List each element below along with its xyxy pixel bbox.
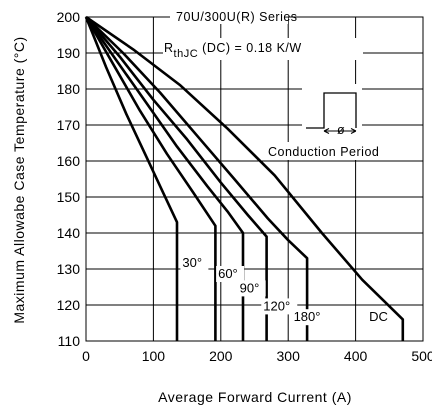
x-tick-label-0: 0: [82, 348, 90, 364]
series-label-90-deg: 90°: [240, 280, 260, 295]
y-tick-label-170: 170: [57, 117, 81, 133]
series-label-bg-120-deg: [261, 298, 298, 315]
y-tick-label-180: 180: [57, 81, 81, 97]
y-tick-label-160: 160: [57, 153, 81, 169]
series-curve-dc: [85, 15, 405, 341]
rth-prefix: R: [164, 41, 174, 55]
series-label-30-deg: 30°: [182, 255, 202, 270]
inset-bg: [302, 84, 362, 142]
series-title-bg: [170, 8, 288, 24]
grid-layer: [85, 16, 424, 342]
series-label-bg-180-deg: [291, 309, 328, 326]
series-label-bg-60-deg: [216, 266, 245, 282]
conduction-angle-symbol: ø: [337, 123, 345, 137]
y-tick-label-150: 150: [57, 189, 81, 205]
x-tick-label-400: 400: [344, 348, 368, 364]
rth-text: RthJC (DC) = 0.18 K/W: [164, 41, 302, 60]
rth-subscript: thJC: [174, 48, 199, 60]
conduction-pulse-icon: [306, 92, 357, 129]
y-tick-label-120: 120: [57, 297, 81, 313]
tick-labels: 0 100 200 300 400 500 110 120 130 140 150 160 170 180…: [57, 9, 432, 364]
series-label-60-deg: 60°: [218, 266, 238, 281]
y-tick-label-130: 130: [57, 261, 81, 277]
x-tick-label-200: 200: [209, 348, 233, 364]
y-axis-title: Maximum Allowabe Case Temperature (°C): [11, 36, 27, 323]
series-curve-180-deg: [85, 16, 309, 341]
x-tick-label-100: 100: [142, 348, 166, 364]
series-label-180-deg: 180°: [294, 309, 321, 324]
series-label-bg-dc: [367, 309, 388, 326]
period-arrow-icon: [323, 128, 357, 134]
series-curve-120-deg: [85, 16, 268, 341]
x-tick-label-300: 300: [277, 348, 301, 364]
series-labels: 30° 60°90°120° 180° DC: [180, 255, 388, 326]
rth-bg: [163, 38, 363, 60]
series-annotation: 70U/300U(R) Series RthJC (DC) = 0.18 K/W: [163, 8, 363, 60]
series-curves: [84, 15, 405, 341]
y-tick-label-200: 200: [57, 9, 81, 25]
y-tick-label-110: 110: [58, 333, 81, 349]
inset-label-bg: [266, 142, 408, 160]
series-label-120-deg: 120°: [263, 298, 290, 313]
conduction-inset: ø Conduction Period: [266, 84, 408, 160]
series-label-bg-90-deg: [237, 280, 266, 297]
series-title: 70U/300U(R) Series: [176, 10, 298, 24]
x-tick-label-500: 500: [411, 348, 432, 364]
series-curve-60-deg: [84, 16, 217, 341]
series-curve-90-deg: [84, 16, 245, 341]
series-label-dc: DC: [369, 309, 388, 324]
conduction-period-label: Conduction Period: [268, 145, 379, 159]
series-curve-30-deg: [84, 16, 179, 341]
x-axis-title: Average Forward Current (A): [158, 389, 352, 405]
series-label-bg-30-deg: [180, 255, 209, 272]
y-tick-label-190: 190: [57, 45, 81, 61]
y-tick-label-140: 140: [57, 225, 81, 241]
rth-value: (DC) = 0.18 K/W: [202, 41, 302, 55]
